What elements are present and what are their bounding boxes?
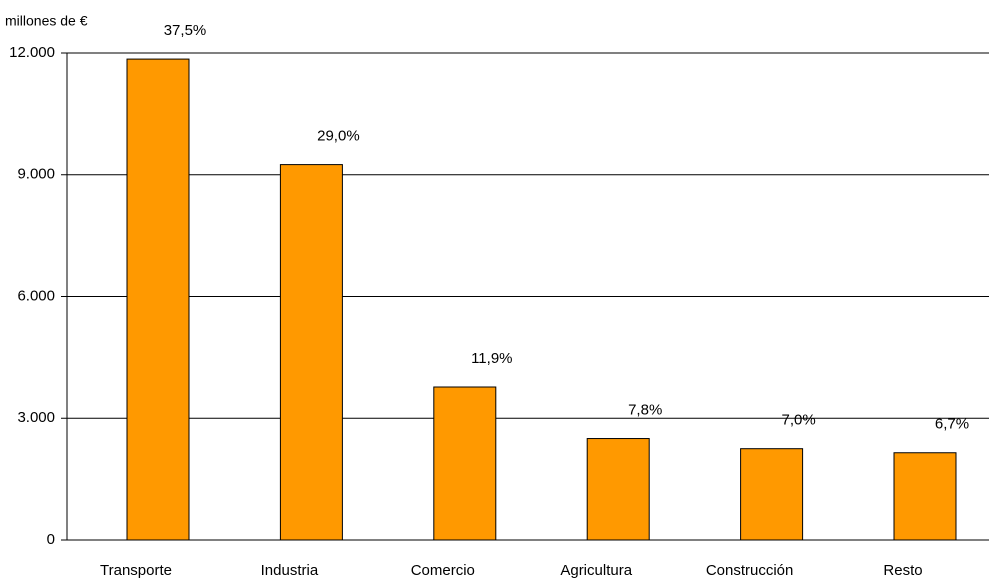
x-tick-label: Industria (261, 562, 319, 579)
share-label: 29,0% (317, 128, 360, 145)
share-label: 7,0% (781, 412, 815, 429)
x-tick-label: Agricultura (560, 562, 632, 579)
x-tick-label: Resto (883, 562, 922, 579)
bar (740, 448, 804, 541)
y-tick-label: 9.000 (17, 166, 55, 183)
y-tick-label: 0 (47, 531, 55, 548)
share-label: 37,5% (164, 22, 207, 39)
bar (279, 164, 343, 541)
share-label: 11,9% (471, 350, 512, 367)
y-tick-label: 3.000 (17, 409, 55, 426)
x-tick-label: Comercio (411, 562, 475, 579)
share-label: 6,7% (935, 416, 969, 433)
bar (893, 452, 957, 541)
x-tick-label: Construcción (706, 562, 794, 579)
bar (126, 58, 190, 541)
x-tick-label: Transporte (100, 562, 172, 579)
y-axis-label: millones de € (5, 13, 88, 29)
y-tick-label: 6.000 (17, 287, 55, 304)
bar (433, 386, 497, 541)
bar (586, 438, 650, 541)
share-label: 7,8% (628, 402, 662, 419)
y-tick-label: 12.000 (9, 44, 55, 61)
